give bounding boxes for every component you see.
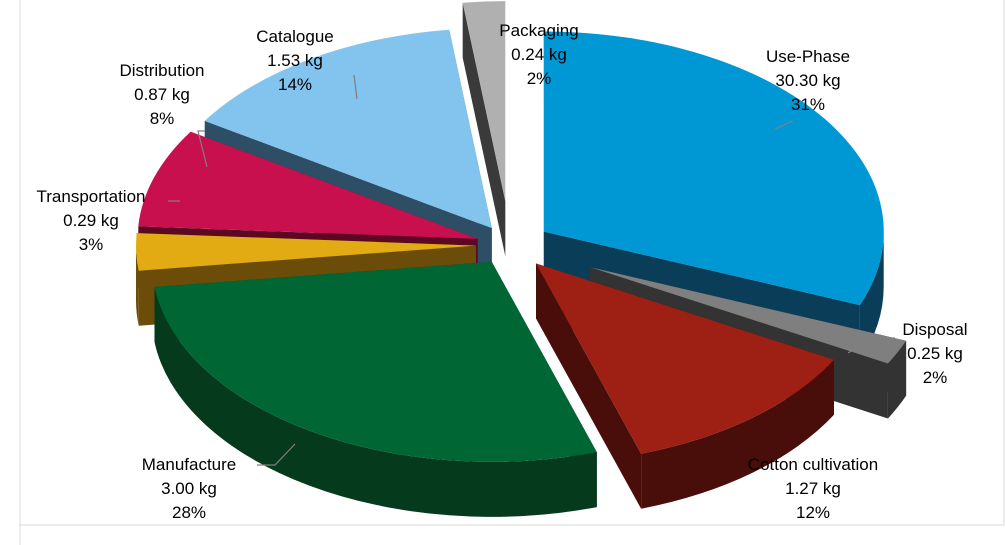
data-label-percent-transportation: 3% — [79, 235, 104, 254]
slice-top-catalogue — [204, 29, 492, 229]
slice-packaging — [462, 1, 506, 257]
data-label-name-distribution: Distribution — [119, 61, 204, 80]
plot-area-border — [19, 0, 1005, 545]
slice-top-use-phase — [543, 31, 884, 306]
data-label-name-transportation: Transportation — [37, 187, 146, 206]
slice-outer-wall — [887, 340, 907, 419]
data-label-name-manufacture: Manufacture — [142, 455, 237, 474]
slice-outer-wall — [154, 287, 597, 517]
labels-group: Use-Phase 30.30 kg 31% Disposal 0.25 kg 2% Cot… — [37, 21, 968, 522]
data-label-amount-catalogue: 1.53 kg — [267, 51, 323, 70]
leader-lines-group — [168, 74, 895, 466]
data-label-name-use-phase: Use-Phase — [766, 47, 850, 66]
leader-line-distribution — [197, 130, 208, 168]
slice-side-face — [462, 2, 506, 257]
data-label-percent-cotton-cultivation: 12% — [796, 503, 830, 522]
data-label-amount-use-phase: 30.30 kg — [775, 71, 840, 90]
data-label-percent-use-phase: 31% — [791, 95, 825, 114]
data-label-amount-manufacture: 3.00 kg — [161, 479, 217, 498]
data-label-percent-disposal: 2% — [923, 368, 948, 387]
data-label-amount-distribution: 0.87 kg — [134, 85, 190, 104]
data-label-amount-packaging: 0.24 kg — [511, 45, 567, 64]
data-label-name-packaging: Packaging — [499, 21, 578, 40]
data-label-name-cotton-cultivation: Cotton cultivation — [748, 455, 878, 474]
slice-cotton-cultivation — [536, 263, 834, 509]
data-label-percent-catalogue: 14% — [278, 75, 312, 94]
slice-manufacture — [154, 261, 597, 517]
leader-line-manufacture — [257, 443, 296, 466]
slice-top-distribution — [138, 131, 478, 239]
data-label-amount-transportation: 0.29 kg — [63, 211, 119, 230]
slice-outer-wall — [641, 359, 834, 509]
slice-top-disposal — [589, 267, 907, 364]
slice-outer-wall — [859, 231, 884, 361]
slice-top-cotton-cultivation — [536, 263, 834, 454]
data-label-amount-cotton-cultivation: 1.27 kg — [785, 479, 841, 498]
slice-top-packaging — [462, 1, 506, 202]
slice-top-transportation — [136, 233, 477, 271]
data-label-percent-packaging: 2% — [527, 69, 552, 88]
data-label-name-catalogue: Catalogue — [256, 27, 334, 46]
leader-line-disposal — [847, 337, 895, 354]
data-label-percent-manufacture: 28% — [172, 503, 206, 522]
slices-group — [136, 1, 907, 517]
data-label-percent-distribution: 8% — [150, 109, 175, 128]
data-label-name-disposal: Disposal — [902, 320, 967, 339]
slice-side-face — [536, 263, 642, 509]
leader-line-catalogue — [353, 74, 358, 100]
slice-top-manufacture — [154, 261, 597, 462]
leader-line-use-phase — [774, 120, 794, 130]
slice-outer-wall — [136, 245, 139, 326]
data-label-amount-disposal: 0.25 kg — [907, 344, 963, 363]
